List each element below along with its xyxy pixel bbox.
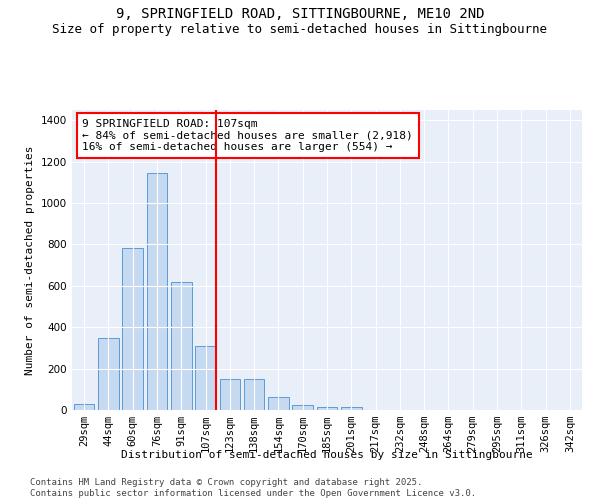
- Text: Contains HM Land Registry data © Crown copyright and database right 2025.
Contai: Contains HM Land Registry data © Crown c…: [30, 478, 476, 498]
- Bar: [74, 404, 94, 410]
- Text: Size of property relative to semi-detached houses in Sittingbourne: Size of property relative to semi-detach…: [53, 22, 548, 36]
- Bar: [171, 282, 191, 410]
- Bar: [195, 346, 216, 410]
- Bar: [220, 379, 240, 410]
- Bar: [122, 248, 143, 410]
- Y-axis label: Number of semi-detached properties: Number of semi-detached properties: [25, 145, 35, 375]
- Bar: [98, 338, 119, 410]
- Text: Distribution of semi-detached houses by size in Sittingbourne: Distribution of semi-detached houses by …: [121, 450, 533, 460]
- Bar: [341, 407, 362, 410]
- Bar: [244, 379, 265, 410]
- Text: 9, SPRINGFIELD ROAD, SITTINGBOURNE, ME10 2ND: 9, SPRINGFIELD ROAD, SITTINGBOURNE, ME10…: [116, 8, 484, 22]
- Bar: [292, 405, 313, 410]
- Bar: [146, 173, 167, 410]
- Text: 9 SPRINGFIELD ROAD: 107sqm
← 84% of semi-detached houses are smaller (2,918)
16%: 9 SPRINGFIELD ROAD: 107sqm ← 84% of semi…: [82, 119, 413, 152]
- Bar: [317, 407, 337, 410]
- Bar: [268, 396, 289, 410]
